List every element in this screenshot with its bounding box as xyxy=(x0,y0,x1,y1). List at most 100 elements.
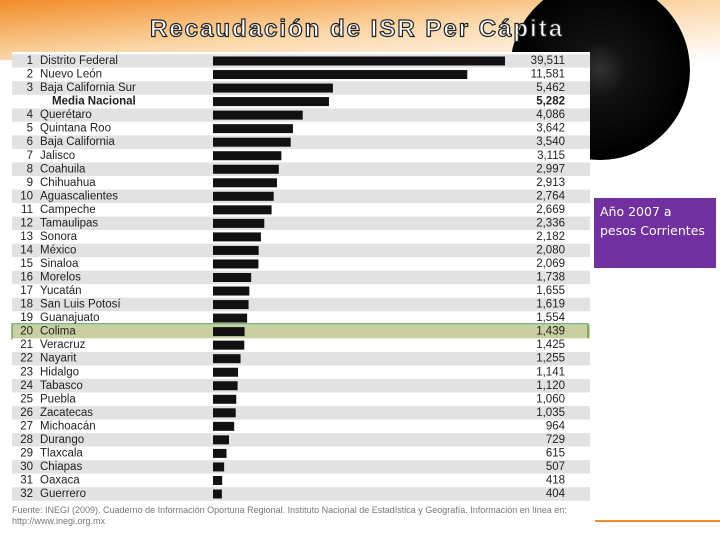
bar xyxy=(213,178,277,188)
bar xyxy=(213,394,237,404)
value-label: 3,642 xyxy=(536,123,565,135)
row-background xyxy=(12,446,590,461)
state-name: Tamaulipas xyxy=(40,217,98,229)
state-name: Durango xyxy=(40,434,84,446)
bar xyxy=(213,354,241,364)
bar xyxy=(213,245,259,255)
state-name: Hidalgo xyxy=(40,366,79,378)
state-name: Coahuila xyxy=(40,163,86,175)
row-background xyxy=(12,324,590,339)
state-name: Puebla xyxy=(40,393,76,405)
row-background xyxy=(12,351,590,366)
bar xyxy=(213,191,274,201)
row-background xyxy=(12,392,590,407)
rank: 5 xyxy=(27,123,33,135)
value-label: 5,282 xyxy=(536,96,565,108)
rank: 16 xyxy=(20,272,33,284)
bar xyxy=(213,286,250,296)
bar xyxy=(213,313,248,323)
bar xyxy=(213,205,272,215)
bar xyxy=(213,110,303,120)
rank: 23 xyxy=(20,366,33,378)
row-background xyxy=(12,338,590,352)
row-background xyxy=(12,378,590,393)
bar xyxy=(213,70,468,80)
state-name: Nayarit xyxy=(40,353,77,365)
state-name: Tlaxcala xyxy=(40,447,83,459)
state-name: Chiapas xyxy=(40,461,82,473)
value-label: 964 xyxy=(546,420,566,432)
rank: 27 xyxy=(20,420,33,432)
value-label: 2,669 xyxy=(536,204,565,216)
row-background xyxy=(12,243,590,258)
bar xyxy=(213,232,261,242)
rank: 17 xyxy=(20,285,33,297)
state-name: Guanajuato xyxy=(40,312,99,324)
state-name: Querétaro xyxy=(40,109,92,121)
row-background xyxy=(12,216,590,231)
state-name: Zacatecas xyxy=(40,407,93,419)
rank: 21 xyxy=(20,339,33,351)
value-label: 1,035 xyxy=(536,407,565,419)
state-name: Yucatán xyxy=(40,285,82,297)
row-background xyxy=(12,311,590,325)
row-background xyxy=(12,189,590,204)
state-name: Sinaloa xyxy=(40,258,79,270)
value-label: 1,439 xyxy=(536,326,565,338)
bar xyxy=(213,300,249,310)
source: Fuente: INEGI (2009). Cuaderno de Inform… xyxy=(12,505,567,526)
row-background xyxy=(12,419,590,434)
state-name: Quintana Roo xyxy=(40,123,111,135)
rank: 2 xyxy=(27,69,33,81)
value-label: 1,141 xyxy=(536,366,565,378)
rank: 28 xyxy=(20,434,33,446)
value-label: 1,120 xyxy=(536,380,565,392)
row-background xyxy=(12,487,590,501)
value-label: 404 xyxy=(546,488,566,500)
state-name: Oaxaca xyxy=(40,475,80,487)
row-background xyxy=(12,433,590,447)
state-name: Jalisco xyxy=(40,150,75,162)
bar xyxy=(213,83,333,93)
value-label: 1,738 xyxy=(536,272,565,284)
rank: 12 xyxy=(20,217,33,229)
row-background xyxy=(12,257,590,271)
rank: 20 xyxy=(20,326,33,338)
row-background xyxy=(12,460,590,474)
bar xyxy=(213,340,245,350)
rank: 14 xyxy=(20,244,33,256)
row-background xyxy=(12,406,590,420)
value-label: 1,425 xyxy=(536,339,565,351)
value-label: 2,764 xyxy=(536,190,565,202)
rank: 15 xyxy=(20,258,33,270)
state-name: San Luis Potosí xyxy=(40,299,121,311)
bar xyxy=(213,421,235,431)
bar xyxy=(213,259,259,269)
bar xyxy=(213,489,222,499)
value-label: 2,997 xyxy=(536,163,565,175)
bar xyxy=(213,448,227,458)
rank: 3 xyxy=(27,82,33,94)
state-name: Baja California xyxy=(40,136,115,148)
value-label: 11,581 xyxy=(531,69,565,81)
row-background xyxy=(12,148,590,163)
state-name: Campeche xyxy=(40,204,96,216)
rank: 26 xyxy=(20,407,33,419)
state-name: Baja California Sur xyxy=(40,82,136,94)
state-name: Nuevo León xyxy=(40,69,102,81)
value-label: 3,540 xyxy=(536,136,565,148)
rank: 6 xyxy=(27,136,33,148)
rank: 18 xyxy=(20,299,33,311)
state-name: Morelos xyxy=(40,272,81,284)
rank: 9 xyxy=(27,177,33,189)
note-box: Año 2007 a pesos Corrientes xyxy=(594,198,716,268)
state-name: México xyxy=(40,244,76,256)
state-name: Guerrero xyxy=(40,488,86,500)
bar xyxy=(213,218,265,228)
value-label: 4,086 xyxy=(536,109,565,121)
value-label: 507 xyxy=(546,461,565,473)
bar xyxy=(213,97,329,107)
row-background xyxy=(12,162,590,177)
